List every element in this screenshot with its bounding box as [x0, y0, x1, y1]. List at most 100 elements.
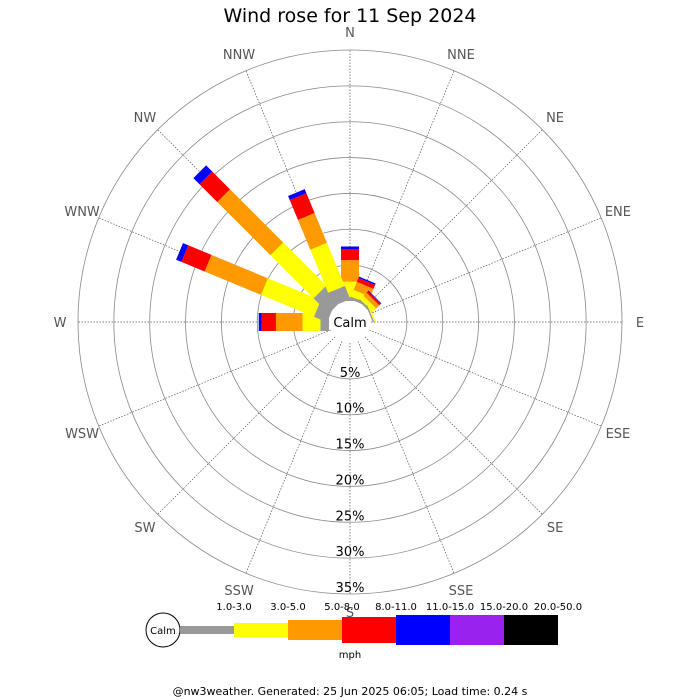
legend-swatch-5.0-8.0	[288, 620, 342, 640]
bar-segment-rect	[288, 189, 307, 201]
calm-label: Calm	[333, 316, 366, 331]
legend-unit-label: mph	[339, 650, 361, 661]
radial-tick-label: 20%	[336, 473, 365, 488]
grid-ring	[77, 49, 623, 595]
bar-segment-rect	[368, 290, 382, 304]
bar-segment-rect	[341, 246, 359, 250]
legend-bin-label: 3.0-5.0	[270, 602, 305, 613]
center-layer: Calm	[329, 301, 371, 343]
legend-swatch-8.0-11.0	[342, 617, 396, 643]
grid-ring	[256, 228, 444, 416]
calm-circle	[329, 301, 371, 343]
bar-segment-NE-3.0-5.0	[360, 295, 377, 312]
bar-segment-N-5.0-8.0	[341, 260, 359, 282]
bar-segment-rect	[360, 295, 377, 312]
bar-segment-WNW-5.0-8.0	[204, 254, 268, 295]
grid-ring	[149, 121, 551, 523]
bar-segment-rect	[199, 171, 230, 202]
bar-segment-NNW-8.0-11.0	[289, 193, 315, 220]
grid-spoke	[98, 329, 331, 427]
direction-label-E: E	[636, 316, 644, 331]
bar-segment-rect	[366, 291, 381, 306]
bar-segment-rect	[363, 292, 380, 309]
grid-ring	[221, 193, 479, 451]
radial-ticks: 5% 10% 15% 20% 25% 30% 35%	[336, 366, 365, 596]
bar-segment-NW-3.0-5.0	[270, 242, 327, 299]
grid-layer	[77, 49, 623, 595]
grid-ring	[113, 85, 587, 559]
grid-spoke	[364, 336, 543, 515]
legend-swatch-11.0-15.0	[396, 615, 450, 645]
grid-spoke	[364, 129, 543, 308]
bar-segment-WNW-3.0-5.0	[260, 278, 321, 317]
legend-swatch-20.0-50.0	[504, 615, 558, 645]
direction-label-ENE: ENE	[605, 205, 631, 220]
grid-ring	[185, 157, 515, 487]
grid-spoke	[357, 341, 455, 574]
legend-bin-label: 1.0-3.0	[216, 602, 251, 613]
bar-segment-rect	[270, 242, 327, 299]
grid-spoke	[157, 336, 336, 515]
radial-tick-label: 25%	[336, 509, 365, 524]
bar-segment-N-8.0-11.0	[341, 249, 359, 261]
bar-segment-NNW-5.0-8.0	[297, 213, 327, 250]
bar-segment-NNW-3.0-5.0	[310, 242, 345, 293]
bar-segment-rect	[260, 278, 321, 317]
legend-swatch-3.0-5.0	[234, 623, 288, 637]
direction-label-NE: NE	[546, 111, 564, 126]
bar-segment-rect	[176, 243, 189, 262]
legend: Calm 1.0-3.0 3.0-5.0 5.0-8.0 8.0-11.0 11.0-15…	[145, 602, 582, 661]
direction-label-S: S	[346, 606, 354, 621]
bar-segment-rect	[358, 276, 376, 285]
direction-labels: N NNE NE ENE E ESE SE SSE S SSW SW WSW W WNW NW NNW	[54, 26, 645, 621]
direction-label-WSW: WSW	[65, 427, 99, 442]
direction-label-N: N	[345, 26, 355, 41]
bar-segment-ENE-1.0-3.0	[365, 305, 375, 323]
bar-segment-N-11.0-15.0	[341, 246, 359, 250]
chart-title: Wind rose for 11 Sep 2024	[223, 5, 477, 27]
legend-calm-label: Calm	[150, 626, 176, 637]
legend-bin-label: 15.0-20.0	[480, 602, 528, 613]
bar-segment-rect	[367, 304, 376, 322]
bar-segment-NNW-11.0-15.0	[288, 189, 307, 201]
direction-label-SSW: SSW	[224, 584, 254, 599]
bar-segment-rect	[217, 189, 284, 256]
bar-segment-NW-1.0-3.0	[313, 285, 342, 314]
bar-segment-rect	[341, 260, 359, 282]
radial-tick-label: 35%	[336, 581, 365, 596]
bars-layer	[176, 165, 382, 331]
bar-segment-WNW-8.0-11.0	[181, 245, 212, 272]
bar-segment-rect	[356, 277, 376, 289]
grid-spoke	[357, 70, 455, 303]
bar-segment-rect	[275, 313, 303, 331]
legend-bin-label: 20.0-50.0	[534, 602, 582, 613]
bar-segment-NW-8.0-11.0	[199, 171, 230, 202]
direction-label-NW: NW	[134, 111, 157, 126]
bar-segment-W-8.0-11.0	[261, 313, 276, 331]
bar-segment-NE-5.0-8.0	[363, 292, 380, 309]
legend-bin-label: 8.0-11.0	[375, 602, 417, 613]
bar-segment-NE-11.0-15.0	[368, 290, 382, 304]
radial-tick-label: 5%	[340, 366, 361, 381]
bar-segment-rect	[313, 285, 342, 314]
bar-segment-rect	[261, 313, 276, 331]
footer-note: @nw3weather. Generated: 25 Jun 2025 06:0…	[172, 685, 528, 698]
bar-segment-rect	[341, 249, 359, 261]
bar-segment-W-11.0-15.0	[258, 313, 262, 331]
legend-swatch-15.0-20.0	[450, 615, 504, 645]
direction-label-NNE: NNE	[447, 48, 475, 63]
legend-bin-label: 5.0-8.0	[324, 602, 359, 613]
direction-label-WNW: WNW	[64, 205, 100, 220]
bar-segment-rect	[204, 254, 268, 295]
bar-segment-NNE-8.0-11.0	[356, 277, 376, 289]
bar-segment-NNE-11.0-15.0	[358, 276, 376, 285]
bar-segment-rect	[310, 242, 345, 293]
bar-segment-NW-11.0-15.0	[193, 165, 213, 185]
bar-segment-rect	[193, 165, 213, 185]
grid-spoke	[245, 341, 343, 574]
direction-label-SSE: SSE	[449, 584, 474, 599]
radial-tick-label: 15%	[336, 438, 365, 453]
bar-segment-W-5.0-8.0	[275, 313, 303, 331]
bar-segment-rect	[289, 193, 315, 220]
bar-segment-ENE-3.0-5.0	[367, 304, 376, 322]
